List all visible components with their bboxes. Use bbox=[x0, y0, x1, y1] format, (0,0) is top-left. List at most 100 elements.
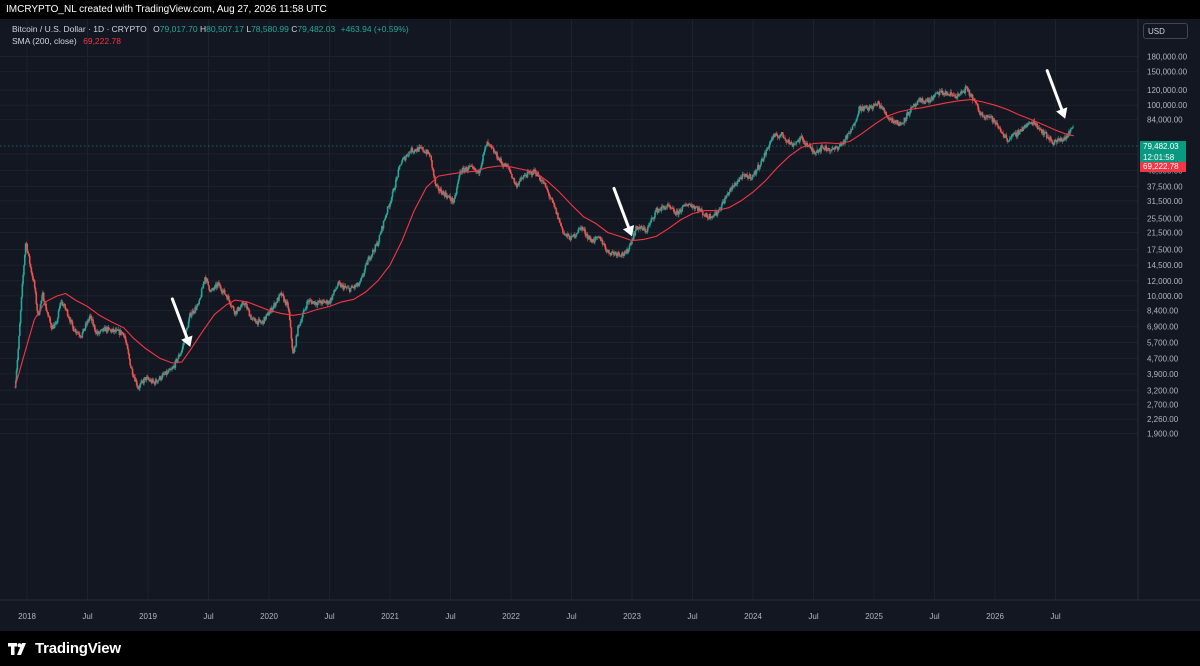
candle-body bbox=[358, 282, 361, 285]
candle-body bbox=[448, 195, 451, 197]
tradingview-logo[interactable]: TradingView bbox=[8, 640, 121, 657]
candle-body bbox=[119, 330, 122, 335]
candle-body bbox=[511, 173, 513, 178]
candle-body bbox=[774, 133, 776, 137]
candle-body bbox=[665, 207, 668, 208]
candle-body bbox=[46, 310, 48, 313]
candle-body bbox=[167, 370, 170, 373]
candle-body bbox=[144, 377, 147, 381]
candle-body bbox=[977, 106, 980, 112]
candle-body bbox=[333, 289, 335, 294]
candle-body bbox=[590, 240, 593, 243]
candle-body bbox=[355, 285, 358, 287]
candle-body bbox=[361, 275, 363, 278]
candle-body bbox=[574, 236, 577, 238]
candle-body bbox=[971, 94, 973, 97]
candle-body bbox=[113, 329, 116, 332]
candle-body bbox=[920, 98, 922, 102]
candle-body bbox=[649, 222, 651, 225]
candle-body bbox=[742, 174, 744, 176]
y-tick-label: 84,000.00 bbox=[1147, 116, 1183, 125]
candle-body bbox=[866, 107, 869, 109]
candle-body bbox=[939, 91, 942, 92]
candle-body bbox=[163, 373, 165, 375]
candle-body bbox=[172, 365, 175, 368]
candle-body bbox=[1008, 138, 1011, 141]
candle-body bbox=[834, 146, 837, 150]
candle-body bbox=[246, 308, 249, 310]
candle-body bbox=[755, 170, 758, 175]
candle-body bbox=[860, 110, 863, 112]
sma-200-line bbox=[14, 99, 1074, 388]
candle-body bbox=[71, 321, 74, 326]
candle-body bbox=[976, 103, 979, 107]
candle-body bbox=[139, 384, 141, 389]
candle-body bbox=[1002, 133, 1004, 135]
price-chart[interactable]: 180,000.00 150,000.00 120,000.00 100,000.00… bbox=[0, 19, 1200, 631]
candle-body bbox=[228, 296, 230, 300]
candle-body bbox=[66, 309, 69, 316]
candle-body bbox=[248, 310, 251, 317]
candle-body bbox=[468, 166, 470, 168]
sma-line bbox=[14, 99, 1074, 388]
candle-body bbox=[102, 327, 105, 332]
candle-body bbox=[93, 324, 95, 326]
candle-body bbox=[694, 206, 697, 209]
candle-body bbox=[158, 376, 161, 380]
candle-body bbox=[214, 285, 216, 290]
candle-body bbox=[1025, 124, 1027, 128]
candle-body bbox=[723, 201, 725, 203]
candle-body bbox=[743, 175, 746, 177]
chart-area[interactable] bbox=[0, 19, 1200, 631]
candle-body bbox=[90, 315, 93, 321]
candle-body bbox=[765, 149, 767, 156]
candle-body bbox=[442, 191, 445, 193]
tradingview-brand: TradingView bbox=[35, 640, 121, 657]
candle-body bbox=[785, 139, 787, 141]
candle-body bbox=[453, 198, 456, 203]
candle-body bbox=[579, 227, 581, 229]
candle-body bbox=[1050, 140, 1053, 142]
candle-body bbox=[688, 204, 691, 205]
y-tick-label: 25,500.00 bbox=[1147, 214, 1183, 223]
candle-body bbox=[125, 339, 127, 343]
candle-body bbox=[1007, 141, 1009, 142]
candle-body bbox=[451, 197, 454, 203]
candle-body bbox=[60, 301, 63, 303]
candle-body bbox=[907, 111, 910, 116]
candle-body bbox=[775, 133, 777, 135]
candle-body bbox=[666, 204, 669, 208]
candle-body bbox=[618, 254, 621, 256]
candle-body bbox=[1022, 127, 1025, 129]
candle-body bbox=[595, 236, 598, 238]
candle-body bbox=[386, 206, 389, 214]
x-tick-label: 2025 bbox=[865, 612, 883, 621]
candle-body bbox=[687, 204, 689, 206]
candle-body bbox=[372, 249, 374, 255]
candle-body bbox=[63, 304, 66, 306]
candle-body bbox=[892, 121, 895, 123]
candle-body bbox=[622, 252, 624, 255]
candle-body bbox=[321, 303, 323, 305]
candle-body bbox=[477, 170, 479, 173]
candle-body bbox=[841, 143, 843, 145]
candle-body bbox=[307, 300, 309, 302]
candle-body bbox=[233, 310, 236, 315]
candle-body bbox=[712, 215, 715, 217]
x-tick-label: Jul bbox=[1050, 612, 1060, 621]
candle-body bbox=[1054, 139, 1057, 142]
candle-body bbox=[826, 150, 828, 151]
candle-body bbox=[701, 211, 704, 216]
candle-body bbox=[316, 302, 319, 306]
candle-body bbox=[764, 152, 767, 156]
currency-selector[interactable]: USD bbox=[1143, 23, 1188, 39]
sma-row[interactable]: SMA (200, close) 69,222.78 bbox=[12, 35, 409, 47]
y-tick-label: 5,700.00 bbox=[1147, 338, 1179, 347]
candle-body bbox=[720, 204, 723, 209]
candle-body bbox=[736, 180, 739, 185]
candle-body bbox=[480, 164, 483, 169]
candle-body bbox=[455, 194, 457, 195]
candle-body bbox=[209, 289, 211, 292]
candle-body bbox=[594, 236, 597, 238]
candle-body bbox=[141, 380, 144, 382]
